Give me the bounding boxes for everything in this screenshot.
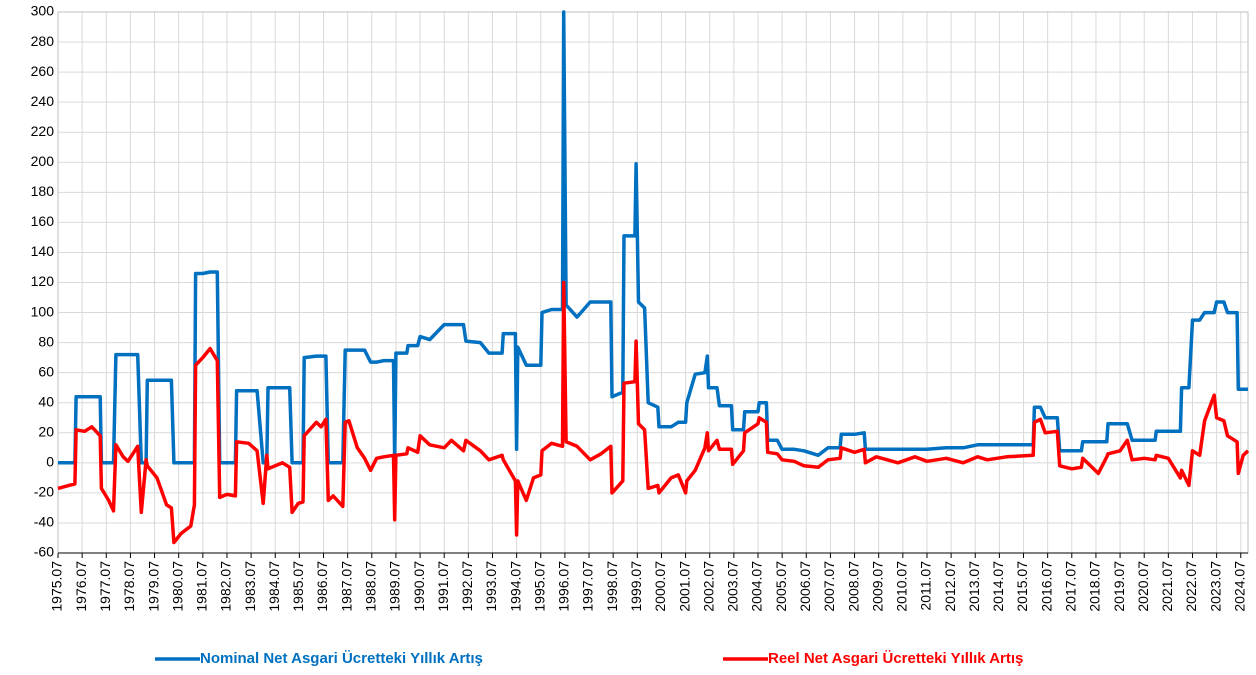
- legend-label: Reel Net Asgari Ücretteki Yıllık Artış: [768, 650, 1023, 667]
- x-tick-label: 2019.07: [1111, 561, 1127, 612]
- x-tick-label: 2018.07: [1087, 561, 1103, 612]
- y-tick-label: 200: [31, 153, 55, 169]
- x-tick-label: 2020.07: [1135, 561, 1151, 612]
- x-tick-label: 2008.07: [845, 561, 861, 612]
- y-tick-label: 120: [31, 273, 55, 289]
- x-tick-label: 2010.07: [894, 561, 910, 612]
- x-tick-label: 2021.07: [1159, 561, 1175, 612]
- x-tick-label: 1975.07: [49, 561, 65, 612]
- y-tick-label: 40: [38, 393, 54, 409]
- x-tick-label: 1976.07: [73, 561, 89, 612]
- x-tick-label: 1982.07: [218, 561, 234, 612]
- x-tick-label: 2013.07: [966, 561, 982, 612]
- x-tick-label: 2024.07: [1231, 561, 1247, 612]
- x-tick-label: 2014.07: [990, 561, 1006, 612]
- x-tick-label: 1995.07: [531, 561, 547, 612]
- x-tick-label: 2009.07: [869, 561, 885, 612]
- x-tick-label: 2015.07: [1014, 561, 1030, 612]
- x-tick-label: 1983.07: [242, 561, 258, 612]
- x-tick-label: 2011.07: [918, 561, 934, 611]
- x-tick-label: 1984.07: [266, 561, 282, 612]
- x-tick-label: 1990.07: [411, 561, 427, 612]
- x-tick-label: 1979.07: [145, 561, 161, 612]
- y-tick-label: 140: [31, 243, 55, 259]
- y-tick-label: 180: [31, 183, 55, 199]
- x-tick-label: 1992.07: [459, 561, 475, 612]
- y-tick-label: 100: [31, 303, 55, 319]
- y-tick-label: -60: [34, 544, 54, 560]
- x-tick-label: 2002.07: [700, 561, 716, 612]
- y-tick-label: 60: [38, 363, 54, 379]
- series-line: [58, 10, 1248, 465]
- y-tick-label: 80: [38, 333, 54, 349]
- x-tick-label: 2000.07: [652, 561, 668, 612]
- x-tick-label: 1978.07: [121, 561, 137, 612]
- x-tick-label: 2006.07: [797, 561, 813, 612]
- x-tick-label: 1977.07: [97, 561, 113, 612]
- x-tick-label: 2017.07: [1062, 561, 1078, 612]
- y-tick-label: 240: [31, 93, 55, 109]
- x-tick-label: 1986.07: [314, 561, 330, 612]
- x-tick-label: 1998.07: [604, 561, 620, 612]
- y-tick-label: 160: [31, 213, 55, 229]
- x-tick-label: 1988.07: [362, 561, 378, 612]
- y-tick-label: 0: [46, 454, 54, 470]
- x-tick-label: 2012.07: [942, 561, 958, 612]
- x-tick-label: 2022.07: [1183, 561, 1199, 612]
- x-tick-label: 2007.07: [821, 561, 837, 612]
- legend-label: Nominal Net Asgari Ücretteki Yıllık Artı…: [200, 650, 483, 667]
- x-tick-label: 2001.07: [676, 561, 692, 612]
- x-tick-label: 2023.07: [1207, 561, 1223, 612]
- x-tick-label: 1980.07: [169, 561, 185, 612]
- y-tick-label: 280: [31, 33, 55, 49]
- x-tick-label: 2003.07: [725, 561, 741, 612]
- x-tick-label: 1981.07: [194, 561, 210, 612]
- x-tick-label: 1999.07: [628, 561, 644, 612]
- series-line: [57, 280, 1250, 545]
- x-tick-label: 1993.07: [483, 561, 499, 612]
- x-tick-label: 1985.07: [290, 561, 306, 612]
- y-tick-label: -40: [34, 514, 54, 530]
- x-tick-label: 1989.07: [387, 561, 403, 612]
- y-tick-label: 300: [31, 3, 55, 19]
- y-tick-label: 220: [31, 123, 55, 139]
- x-tick-label: 2005.07: [773, 561, 789, 612]
- x-tick-label: 1991.07: [435, 561, 451, 612]
- x-tick-label: 1987.07: [338, 561, 354, 612]
- x-tick-label: 1997.07: [580, 561, 596, 612]
- y-tick-label: 20: [38, 423, 54, 439]
- x-tick-label: 1994.07: [507, 561, 523, 612]
- y-tick-label: 260: [31, 63, 55, 79]
- x-tick-label: 2004.07: [749, 561, 765, 612]
- x-tick-label: 1996.07: [556, 561, 572, 612]
- x-tick-label: 2016.07: [1038, 561, 1054, 612]
- y-tick-label: -20: [34, 484, 54, 500]
